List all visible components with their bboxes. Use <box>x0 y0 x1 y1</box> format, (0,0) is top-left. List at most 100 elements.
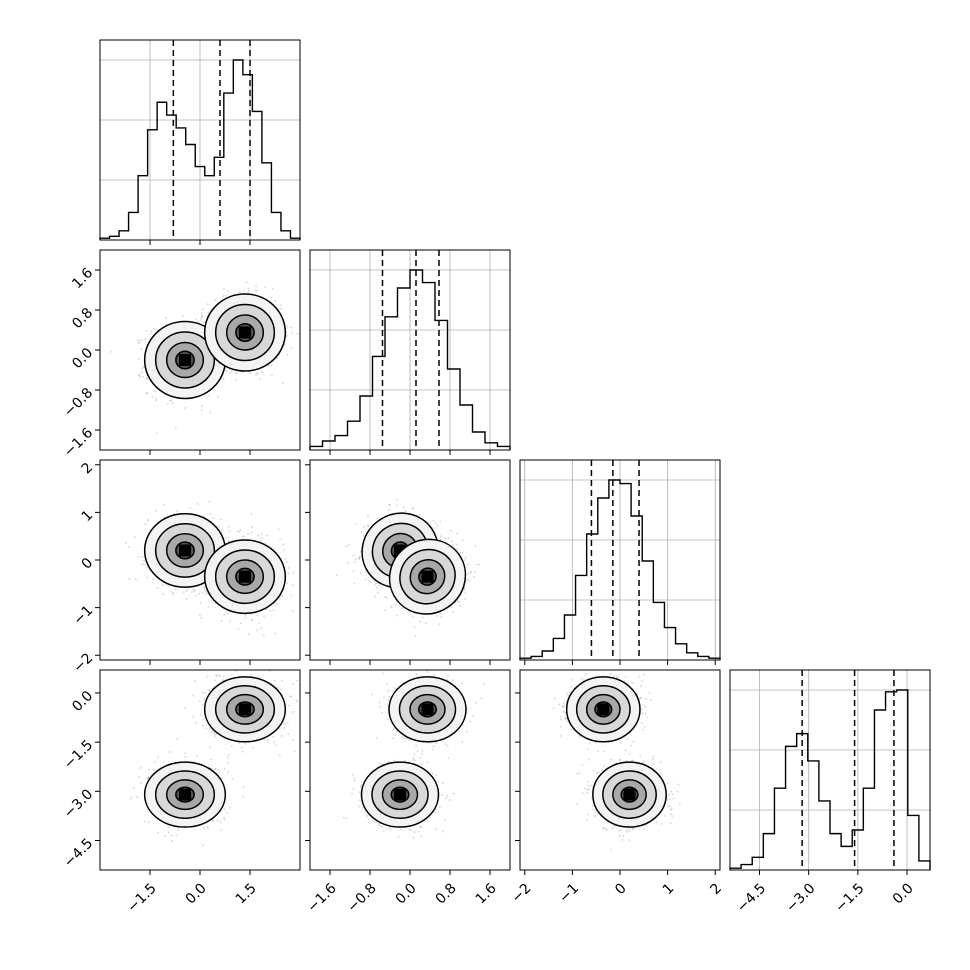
sample-point <box>258 621 261 624</box>
sample-point <box>459 552 462 555</box>
sample-point <box>456 532 459 535</box>
sample-point <box>228 530 231 533</box>
sample-point <box>236 372 239 375</box>
sample-point <box>291 610 294 613</box>
sample-point <box>146 576 149 579</box>
sample-point <box>172 591 175 594</box>
sample-point <box>353 582 356 585</box>
sample-point <box>140 339 143 342</box>
sample-point <box>204 592 207 595</box>
sample-point <box>281 595 284 598</box>
sample-point <box>296 332 299 335</box>
sample-point <box>203 587 206 590</box>
sample-point <box>127 545 130 548</box>
sample-point <box>353 560 356 563</box>
sample-point <box>151 395 154 398</box>
sample-point <box>138 373 141 376</box>
sample-point <box>175 509 178 512</box>
sample-point <box>291 584 294 587</box>
sample-point <box>224 537 227 540</box>
sample-point <box>244 614 247 617</box>
sample-point <box>222 295 225 298</box>
sample-point <box>262 615 265 618</box>
sample-point <box>204 590 207 593</box>
sample-point <box>452 543 455 546</box>
histogram-panel <box>99 39 301 245</box>
sample-point <box>214 298 217 301</box>
sample-point <box>367 515 370 518</box>
sample-point <box>153 327 156 330</box>
histogram-step <box>99 59 301 240</box>
sample-point <box>154 390 157 393</box>
density-layer <box>109 281 299 435</box>
sample-point <box>347 543 350 546</box>
sample-point <box>270 296 273 299</box>
sample-point <box>201 314 204 317</box>
sample-point <box>192 587 195 590</box>
sample-point <box>229 619 232 622</box>
sample-point <box>197 320 200 323</box>
sample-point <box>432 519 435 522</box>
sample-point <box>200 404 203 407</box>
sample-point <box>239 622 242 625</box>
sample-point <box>146 520 149 523</box>
sample-point <box>193 590 196 593</box>
sample-point <box>250 513 253 516</box>
sample-point <box>139 375 142 378</box>
sample-point <box>155 509 158 512</box>
sample-point <box>208 512 211 515</box>
sample-point <box>434 527 437 530</box>
sample-point <box>229 372 232 375</box>
sample-point <box>436 524 439 527</box>
sample-point <box>145 377 148 380</box>
sample-point <box>279 304 282 307</box>
sample-point <box>271 287 274 290</box>
sample-point <box>238 291 241 294</box>
sample-point <box>207 605 210 608</box>
panel-background <box>730 670 930 870</box>
sample-point <box>241 535 244 538</box>
sample-point <box>225 370 228 373</box>
sample-point <box>245 281 248 284</box>
sample-point <box>461 551 464 554</box>
sample-point <box>181 314 184 317</box>
sample-point <box>125 541 128 544</box>
sample-point <box>347 561 350 564</box>
sample-point <box>439 520 442 523</box>
sample-point <box>207 311 210 314</box>
sample-point <box>248 289 251 292</box>
sample-point <box>146 376 149 379</box>
sample-point <box>463 559 466 562</box>
sample-point <box>388 508 391 511</box>
sample-point <box>138 341 141 344</box>
sample-point <box>335 574 338 577</box>
sample-point <box>388 503 391 506</box>
density-layer <box>125 500 295 637</box>
sample-point <box>390 606 393 609</box>
sample-point <box>225 611 228 614</box>
sample-point <box>260 627 263 630</box>
sample-point <box>198 614 201 617</box>
sample-point <box>357 556 360 559</box>
sample-point <box>186 588 189 591</box>
sample-point <box>418 514 421 517</box>
sample-point <box>463 587 466 590</box>
sample-point <box>237 628 240 631</box>
sample-point <box>137 374 140 377</box>
sample-point <box>169 590 172 593</box>
sample-point <box>366 525 369 528</box>
sample-point <box>163 503 166 506</box>
sample-point <box>142 560 145 563</box>
sample-point <box>277 528 280 531</box>
sample-point <box>220 619 223 622</box>
sample-point <box>440 616 443 619</box>
density-peak <box>239 570 251 583</box>
sample-point <box>143 564 146 567</box>
sample-point <box>134 578 137 581</box>
sample-point <box>255 289 258 292</box>
sample-point <box>185 597 188 600</box>
sample-point <box>170 399 173 402</box>
sample-point <box>182 591 185 594</box>
sample-point <box>222 288 225 291</box>
sample-point <box>272 609 275 612</box>
